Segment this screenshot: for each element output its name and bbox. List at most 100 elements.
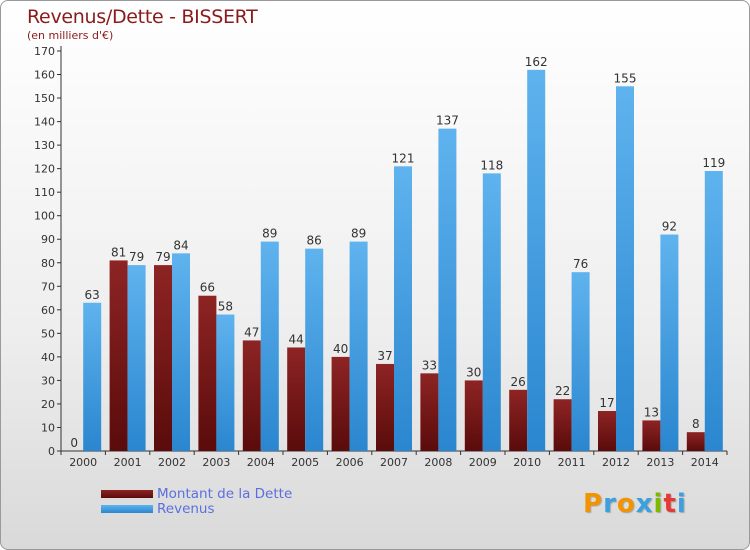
y-tick-label: 120 xyxy=(34,163,55,176)
data-label-revenus: 76 xyxy=(573,257,588,271)
legend-label-revenus: Revenus xyxy=(157,501,215,517)
data-label-dette: 44 xyxy=(289,332,304,346)
bar-dette xyxy=(553,399,572,451)
logo-letter: o xyxy=(616,489,636,519)
x-tick-label: 2010 xyxy=(513,456,541,469)
y-tick-label: 110 xyxy=(34,186,55,199)
bar-revenus xyxy=(438,128,457,451)
logo-letter: r xyxy=(603,489,617,519)
logo-letter: i xyxy=(676,489,687,519)
bar-revenus xyxy=(349,241,368,451)
data-label-revenus: 79 xyxy=(129,250,144,264)
bar-revenus xyxy=(482,173,501,451)
data-label-revenus: 137 xyxy=(436,114,459,128)
x-tick-label: 2004 xyxy=(247,456,275,469)
y-tick-label: 150 xyxy=(34,92,55,105)
y-tick-label: 10 xyxy=(41,421,55,434)
y-tick-label: 50 xyxy=(41,327,55,340)
data-label-revenus: 89 xyxy=(351,227,366,241)
bar-revenus xyxy=(83,302,102,451)
x-tick-label: 2005 xyxy=(291,456,319,469)
x-tick-label: 2008 xyxy=(424,456,452,469)
y-tick-label: 30 xyxy=(41,374,55,387)
data-label-revenus: 84 xyxy=(173,238,188,252)
x-tick-label: 2011 xyxy=(558,456,586,469)
data-label-revenus: 86 xyxy=(307,234,322,248)
y-tick-label: 160 xyxy=(34,69,55,82)
bar-revenus xyxy=(216,314,235,451)
y-tick-label: 80 xyxy=(41,257,55,270)
bar-dette xyxy=(509,389,528,451)
y-tick-label: 20 xyxy=(41,398,55,411)
logo-letter: t xyxy=(663,489,677,519)
data-label-revenus: 155 xyxy=(614,71,637,85)
data-label-dette: 26 xyxy=(511,375,526,389)
bar-dette xyxy=(109,260,128,451)
data-label-dette: 13 xyxy=(644,405,659,419)
data-label-revenus: 92 xyxy=(662,220,677,234)
bar-revenus xyxy=(394,166,412,451)
bar-revenus xyxy=(172,253,190,451)
data-label-revenus: 119 xyxy=(702,156,725,170)
x-tick-label: 2003 xyxy=(202,456,230,469)
data-label-dette: 66 xyxy=(200,281,215,295)
y-tick-label: 170 xyxy=(34,45,55,58)
y-tick-label: 100 xyxy=(34,210,55,223)
bar-dette xyxy=(331,356,350,451)
bar-dette xyxy=(598,411,616,451)
x-tick-label: 2006 xyxy=(336,456,364,469)
legend-label-dette: Montant de la Dette xyxy=(157,486,293,502)
bar-dette xyxy=(420,373,439,451)
y-tick-label: 130 xyxy=(34,139,55,152)
data-label-revenus: 63 xyxy=(85,288,100,302)
x-tick-label: 2014 xyxy=(691,456,719,469)
y-tick-label: 60 xyxy=(41,304,55,317)
x-tick-label: 2012 xyxy=(602,456,630,469)
y-tick-label: 140 xyxy=(34,116,55,129)
data-label-dette: 17 xyxy=(599,396,614,410)
chart-title: Revenus/Dette - BISSERT xyxy=(27,6,258,28)
bar-dette xyxy=(198,295,217,451)
y-tick-label: 70 xyxy=(41,280,55,293)
data-label-dette: 37 xyxy=(377,349,392,363)
bar-revenus xyxy=(616,86,634,451)
y-tick-label: 40 xyxy=(41,351,55,364)
bar-dette xyxy=(287,347,306,451)
data-label-revenus: 162 xyxy=(525,55,548,69)
bar-revenus xyxy=(305,248,324,451)
data-label-dette: 0 xyxy=(70,436,78,450)
chart-subtitle: (en milliers d'€) xyxy=(27,29,114,42)
bar-revenus xyxy=(571,272,590,451)
y-tick-label: 90 xyxy=(41,233,55,246)
data-label-revenus: 58 xyxy=(218,300,233,314)
bar-revenus xyxy=(527,69,546,451)
bar-dette xyxy=(154,265,172,451)
bar-dette xyxy=(376,363,394,451)
data-label-dette: 33 xyxy=(422,358,437,372)
logo-letter: P xyxy=(583,489,604,519)
bar-dette xyxy=(642,420,661,451)
x-tick-label: 2001 xyxy=(114,456,142,469)
bar-dette xyxy=(242,340,261,451)
proxiti-logo: Proxiti xyxy=(583,489,687,519)
bar-revenus xyxy=(127,265,146,451)
logo-letter: i xyxy=(653,489,664,519)
data-label-dette: 30 xyxy=(466,365,481,379)
legend-swatch-dette xyxy=(101,490,153,498)
logo-letter: x xyxy=(635,489,654,519)
data-label-dette: 47 xyxy=(244,325,259,339)
y-tick-label: 0 xyxy=(48,445,55,458)
data-label-revenus: 121 xyxy=(392,151,415,165)
x-tick-label: 2013 xyxy=(646,456,674,469)
bar-dette xyxy=(686,432,705,451)
data-label-dette: 22 xyxy=(555,384,570,398)
x-tick-label: 2002 xyxy=(158,456,186,469)
bar-revenus xyxy=(704,171,723,451)
x-tick-label: 2009 xyxy=(469,456,497,469)
x-tick-label: 2000 xyxy=(69,456,97,469)
x-tick-label: 2007 xyxy=(380,456,408,469)
data-label-dette: 81 xyxy=(111,245,126,259)
data-label-dette: 40 xyxy=(333,342,348,356)
bar-dette xyxy=(464,380,483,451)
